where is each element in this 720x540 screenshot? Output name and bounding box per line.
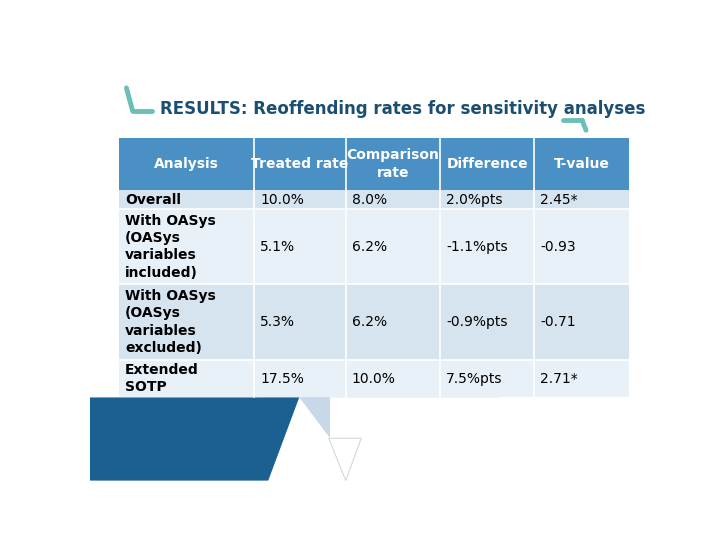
- Text: 5.1%: 5.1%: [260, 240, 295, 254]
- Text: T-value: T-value: [554, 157, 609, 171]
- Text: -1.1%pts: -1.1%pts: [446, 240, 508, 254]
- Bar: [119, 190, 629, 209]
- Text: 6.2%: 6.2%: [352, 240, 387, 254]
- Text: With OASys
(OASys
variables
included): With OASys (OASys variables included): [125, 214, 215, 280]
- Bar: [119, 360, 629, 397]
- Text: 6.2%: 6.2%: [352, 315, 387, 329]
- Text: 10.0%: 10.0%: [352, 372, 396, 386]
- Text: Analysis: Analysis: [154, 157, 219, 171]
- Text: Overall: Overall: [125, 193, 181, 207]
- Text: 17.5%: 17.5%: [260, 372, 304, 386]
- Text: 2.71*: 2.71*: [541, 372, 578, 386]
- Text: Treated rate: Treated rate: [251, 157, 348, 171]
- Bar: [119, 209, 629, 285]
- Text: 10.0%: 10.0%: [260, 193, 304, 207]
- Bar: [119, 138, 629, 190]
- Text: 8.0%: 8.0%: [352, 193, 387, 207]
- Bar: [119, 285, 629, 360]
- Text: 2.0%pts: 2.0%pts: [446, 193, 503, 207]
- Polygon shape: [90, 397, 300, 481]
- Text: 2.45*: 2.45*: [541, 193, 578, 207]
- Text: -0.93: -0.93: [541, 240, 576, 254]
- Text: 5.3%: 5.3%: [260, 315, 295, 329]
- Text: -0.9%pts: -0.9%pts: [446, 315, 508, 329]
- Text: Extended
SOTP: Extended SOTP: [125, 363, 199, 394]
- Text: Comparison
rate: Comparison rate: [346, 148, 439, 180]
- Text: 7.5%pts: 7.5%pts: [446, 372, 503, 386]
- Polygon shape: [300, 397, 330, 438]
- Polygon shape: [233, 367, 532, 397]
- Text: Difference: Difference: [446, 157, 528, 171]
- Text: RESULTS: Reoffending rates for sensitivity analyses: RESULTS: Reoffending rates for sensitivi…: [160, 100, 645, 118]
- Text: With OASys
(OASys
variables
excluded): With OASys (OASys variables excluded): [125, 289, 215, 355]
- Text: -0.71: -0.71: [541, 315, 576, 329]
- Polygon shape: [329, 438, 361, 481]
